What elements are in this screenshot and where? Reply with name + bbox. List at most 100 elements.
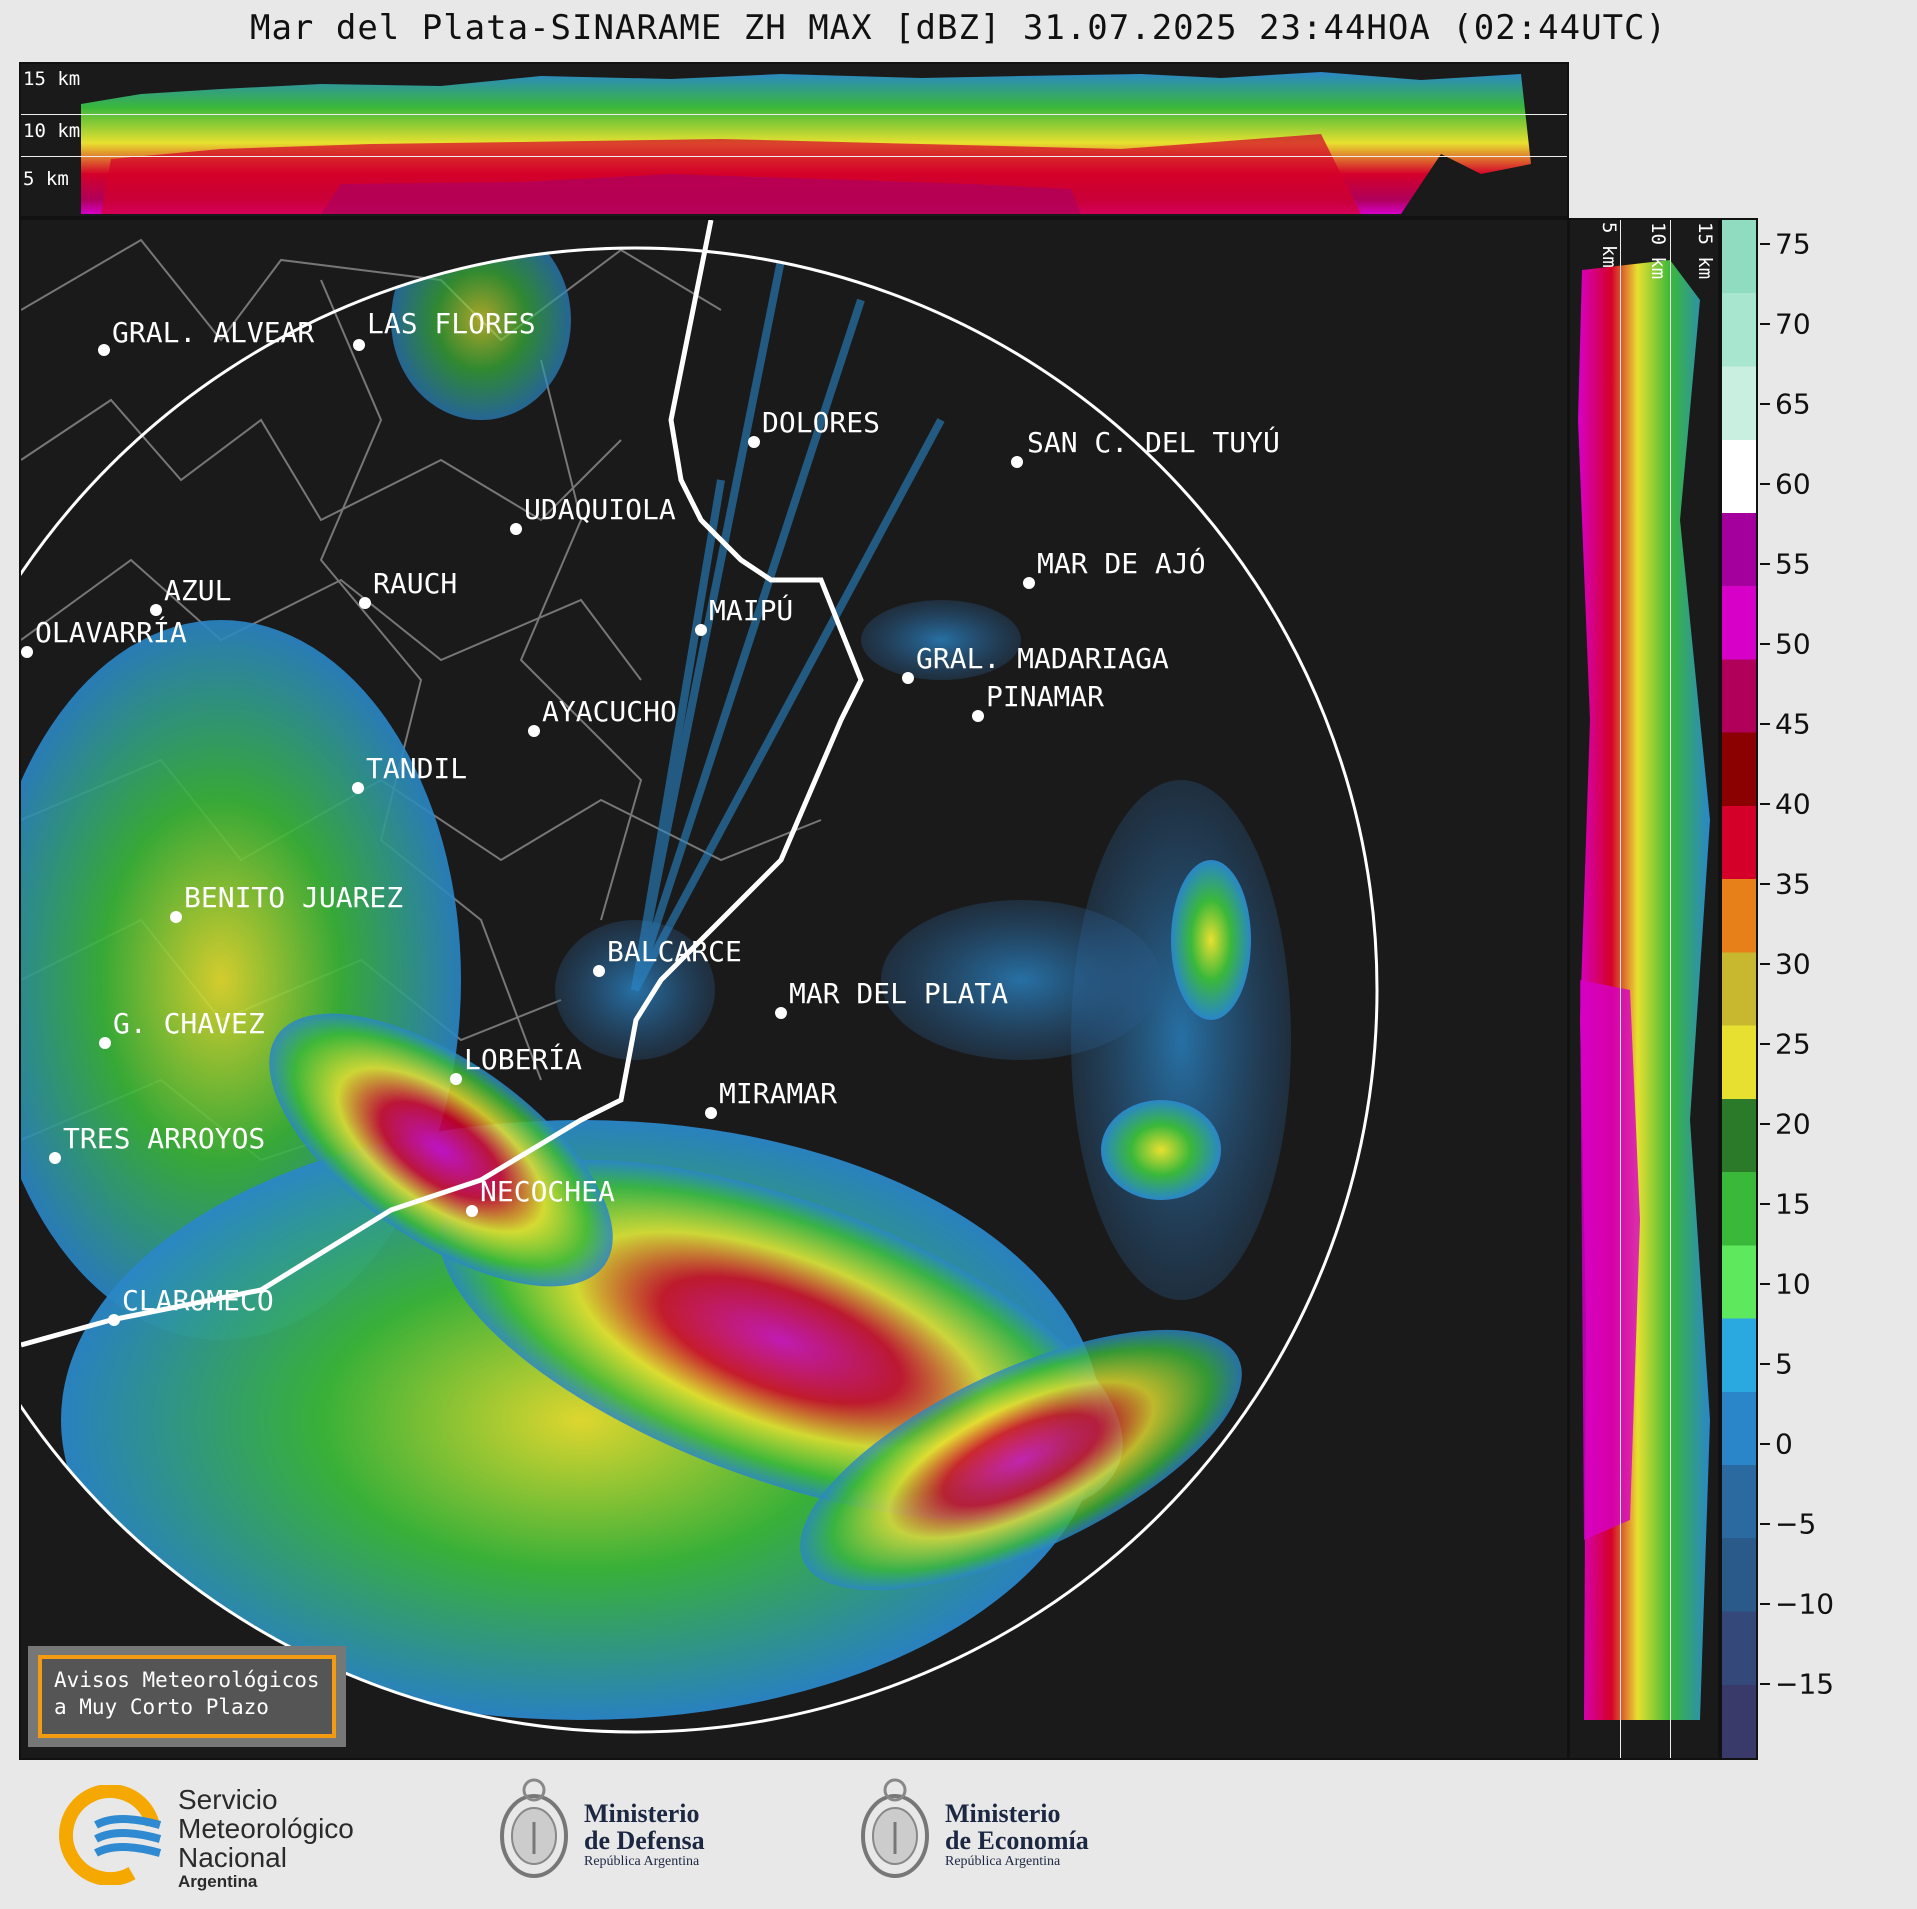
city-marker[interactable]: NECOCHEA (466, 1175, 615, 1217)
aviso-box[interactable]: Avisos Meteorológicos a Muy Corto Plazo (38, 1655, 336, 1738)
radar-range-ring (21, 246, 1379, 1734)
city-label: DOLORES (762, 406, 880, 439)
city-marker[interactable]: GRAL. ALVEAR (98, 316, 314, 356)
colorbar-tick (1760, 1203, 1770, 1205)
colorbar-tick-label: 25 (1775, 1027, 1811, 1061)
colorbar-tick (1760, 403, 1770, 405)
colorbar-tick-label: 70 (1775, 307, 1811, 341)
colorbar-tick-label: 20 (1775, 1107, 1811, 1141)
city-marker[interactable]: MAR DEL PLATA (775, 977, 1008, 1019)
colorbar-tick (1760, 883, 1770, 885)
colorbar-tick (1760, 1443, 1770, 1445)
city-marker[interactable]: MAR DE AJÓ (1023, 546, 1206, 589)
city-marker[interactable]: LOBERÍA (450, 1042, 582, 1085)
colorbar-tick-label: 65 (1775, 387, 1811, 421)
top-15km-line (21, 114, 1567, 115)
colorbar-tick-label: 75 (1775, 227, 1811, 261)
city-marker[interactable]: G. CHAVEZ (99, 1007, 265, 1049)
city-marker[interactable]: SAN C. DEL TUYÚ (1011, 425, 1280, 468)
defensa-line: Ministerio (584, 1799, 700, 1828)
smn-line: Nacional (178, 1842, 287, 1873)
reflectivity-echoes (21, 248, 1291, 1720)
top-km-label: 15 km (23, 68, 81, 90)
colorbar-tick-label: 35 (1775, 867, 1811, 901)
top-km-label: 10 km (23, 120, 81, 142)
city-marker[interactable]: OLAVARRÍA (21, 615, 187, 658)
top-10km-line (21, 156, 1567, 157)
economia-line: de Economía (945, 1826, 1089, 1855)
city-label: UDAQUIOLA (524, 493, 676, 526)
colorbar-tick (1760, 1283, 1770, 1285)
radar-map[interactable]: GRAL. ALVEAR LAS FLORES DOLORES SAN C. D… (19, 218, 1569, 1760)
city-marker[interactable]: RAUCH (359, 567, 457, 609)
city-label: MIRAMAR (719, 1077, 837, 1110)
city-marker[interactable]: MAIPÚ (695, 593, 793, 636)
city-marker[interactable]: TRES ARROYOS (49, 1122, 265, 1164)
national-shield-icon (500, 1778, 568, 1878)
city-label: OLAVARRÍA (35, 615, 187, 649)
colorbar-tick-label: 50 (1775, 627, 1811, 661)
city-label: GRAL. MADARIAGA (916, 642, 1169, 675)
side-profile-echo (1578, 260, 1710, 1720)
radar-map-canvas: GRAL. ALVEAR LAS FLORES DOLORES SAN C. D… (21, 220, 1379, 1734)
colorbar-tick-label: −15 (1775, 1667, 1835, 1701)
city-marker[interactable]: BENITO JUAREZ (170, 881, 403, 923)
colorbar-tick-label: 0 (1775, 1427, 1793, 1461)
colorbar-tick (1760, 483, 1770, 485)
city-label: TANDIL (366, 752, 467, 785)
colorbar-tick (1760, 1523, 1770, 1525)
city-label: MAIPÚ (709, 593, 793, 627)
city-marker[interactable]: DOLORES (748, 406, 880, 448)
city-marker[interactable]: TANDIL (352, 752, 467, 794)
colorbar-tick-label: 55 (1775, 547, 1811, 581)
dbz-colorbar (1720, 218, 1758, 1760)
city-label: SAN C. DEL TUYÚ (1027, 425, 1280, 459)
city-marker[interactable]: BALCARCE (593, 935, 742, 977)
coastline (21, 220, 864, 1348)
city-label: BALCARCE (607, 935, 742, 968)
city-label: RAUCH (373, 567, 457, 600)
colorbar-tick-label: 10 (1775, 1267, 1811, 1301)
city-marker[interactable]: CLAROMECO (108, 1284, 274, 1326)
colorbar-tick (1760, 643, 1770, 645)
colorbar-tick-label: 30 (1775, 947, 1811, 981)
colorbar-tick (1760, 1683, 1770, 1685)
city-label: MAR DE AJÓ (1037, 546, 1206, 580)
radar-title: Mar del Plata-SINARAME ZH MAX [dBZ] 31.0… (249, 8, 1667, 48)
colorbar-tick (1760, 723, 1770, 725)
city-label: MAR DEL PLATA (789, 977, 1008, 1010)
city-label: GRAL. ALVEAR (112, 316, 314, 349)
city-marker[interactable]: UDAQUIOLA (510, 493, 676, 535)
economia-sub: República Argentina (945, 1854, 1061, 1869)
side-km-label: 5 km (1598, 222, 1620, 268)
city-marker[interactable]: GRAL. MADARIAGA (902, 642, 1169, 684)
city-marker[interactable]: MIRAMAR (705, 1077, 837, 1119)
smn-line: Argentina (178, 1872, 258, 1891)
city-markers: GRAL. ALVEAR LAS FLORES DOLORES SAN C. D… (21, 307, 1280, 1326)
colorbar-tick (1760, 1123, 1770, 1125)
colorbar-tick-label: 40 (1775, 787, 1811, 821)
colorbar-tick (1760, 803, 1770, 805)
city-marker[interactable]: LAS FLORES (353, 307, 536, 351)
smn-logo: Servicio Meteorológico Nacional Argentin… (58, 1785, 388, 1891)
city-marker[interactable]: AYACUCHO (528, 695, 677, 737)
side-5km-line (1620, 220, 1621, 1758)
city-label: CLAROMECO (122, 1284, 274, 1317)
economia-line: Ministerio (945, 1799, 1061, 1828)
defensa-line: de Defensa (584, 1826, 705, 1855)
city-marker[interactable]: AZUL (150, 574, 231, 616)
city-marker[interactable]: PINAMAR (972, 680, 1104, 722)
colorbar-tick-label: −10 (1775, 1587, 1835, 1621)
smn-emblem-icon (58, 1785, 162, 1885)
top-height-profile: 15 km 10 km 5 km (19, 62, 1569, 218)
colorbar-tick (1760, 963, 1770, 965)
aviso-line: Avisos Meteorológicos (54, 1668, 320, 1692)
side-km-label: 15 km (1694, 222, 1716, 280)
colorbar-tick (1760, 243, 1770, 245)
top-km-label: 5 km (23, 168, 69, 190)
city-label: AZUL (164, 574, 231, 607)
colorbar-tick (1760, 323, 1770, 325)
city-label: G. CHAVEZ (113, 1007, 265, 1040)
defensa-sub: República Argentina (584, 1854, 700, 1869)
city-label: BENITO JUAREZ (184, 881, 403, 914)
